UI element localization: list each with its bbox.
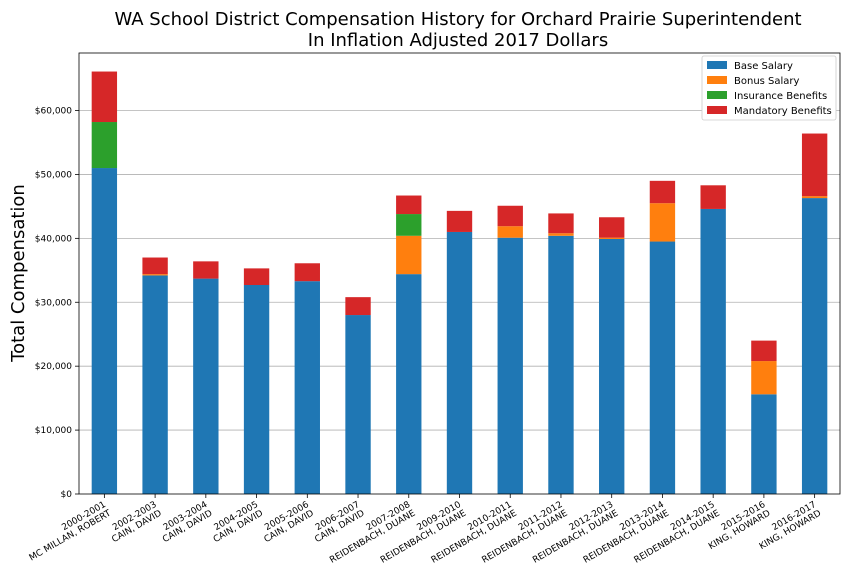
legend: Base Salary Bonus Salary Insurance Benefit… — [701, 55, 837, 121]
bar-segment-mandatory-benefits — [700, 185, 726, 209]
bar-segment-mandatory-benefits — [446, 210, 473, 232]
bar-segment-mandatory-benefits — [396, 195, 422, 215]
legend-box — [701, 55, 837, 121]
x-tick-label: 2004-2005CAIN, DAVID — [207, 500, 265, 545]
bar-segment-mandatory-benefits — [497, 205, 523, 227]
bar-segment-bonus-salary — [751, 361, 777, 395]
legend-label: Base Salary — [734, 61, 793, 72]
x-tick-label: 2003-2004CAIN, DAVID — [156, 500, 214, 545]
bar-segment-base-salary — [345, 315, 371, 494]
y-tick-label: $20,000 — [35, 362, 72, 372]
legend-label: Insurance Benefits — [734, 91, 827, 102]
y-ticks: $0 $10,000 $20,000 $30,000 $40,000 $50,000 $60… — [35, 107, 79, 500]
legend-label: Bonus Salary — [734, 76, 800, 87]
bar-segment-bonus-salary — [497, 226, 523, 238]
y-tick-label: $50,000 — [35, 170, 72, 180]
bar-segment-base-salary — [446, 231, 473, 494]
legend-swatch — [707, 61, 727, 69]
bar-segment-bonus-salary — [801, 196, 828, 199]
bar-segment-bonus-salary — [649, 203, 676, 242]
bar-segment-bonus-salary — [396, 235, 422, 275]
chart-title: WA School District Compensation History … — [114, 9, 801, 30]
bar-segment-base-salary — [294, 281, 320, 494]
y-tick-label: $30,000 — [35, 298, 72, 308]
bar-segment-bonus-salary — [548, 233, 574, 236]
y-tick-label: $0 — [61, 490, 73, 500]
bar-segment-base-salary — [243, 285, 270, 494]
bar-segment-base-salary — [801, 198, 828, 494]
bar-segment-base-salary — [142, 275, 168, 494]
legend-swatch — [707, 106, 727, 114]
y-tick-label: $40,000 — [35, 234, 72, 244]
bars — [91, 71, 828, 495]
bar-segment-base-salary — [396, 274, 422, 494]
bar-segment-base-salary — [751, 394, 777, 494]
bar-segment-mandatory-benefits — [649, 180, 676, 204]
x-tick-label: 2000-2001MC MILLAN, ROBERT — [23, 500, 114, 564]
plot-frame — [78, 52, 841, 495]
bar-segment-base-salary — [700, 208, 726, 495]
y-tick-label: $60,000 — [35, 107, 72, 117]
legend-label: Mandatory Benefits — [734, 106, 832, 117]
y-tick-label: $10,000 — [35, 426, 72, 436]
bar-segment-base-salary — [497, 237, 523, 495]
bar-segment-mandatory-benefits — [345, 297, 371, 316]
x-tick-label: 2005-2006CAIN, DAVID — [258, 500, 316, 545]
bar-segment-insurance-benefits — [396, 214, 422, 236]
bar-segment-base-salary — [599, 238, 625, 494]
bar-segment-bonus-salary — [142, 274, 168, 276]
bar-segment-mandatory-benefits — [599, 217, 625, 238]
bar-segment-base-salary — [548, 235, 574, 494]
bar-segment-mandatory-benefits — [142, 257, 168, 275]
bar-segment-base-salary — [91, 168, 118, 495]
legend-swatch — [707, 76, 727, 84]
x-tick-label: 2002-2003CAIN, DAVID — [105, 500, 163, 545]
bar-segment-mandatory-benefits — [193, 261, 219, 279]
bar-segment-mandatory-benefits — [294, 263, 320, 282]
bar-segment-mandatory-benefits — [548, 213, 574, 234]
chart-subtitle: In Inflation Adjusted 2017 Dollars — [308, 30, 608, 51]
bar-segment-mandatory-benefits — [91, 71, 118, 123]
bar-segment-mandatory-benefits — [801, 133, 828, 197]
bar-segment-mandatory-benefits — [751, 340, 777, 362]
x-tick-label: 2006-2007CAIN, DAVID — [308, 500, 366, 545]
bar-segment-base-salary — [193, 278, 219, 494]
bar-segment-mandatory-benefits — [243, 268, 270, 286]
bar-segment-bonus-salary — [599, 237, 625, 239]
bar-segment-insurance-benefits — [91, 122, 118, 169]
legend-swatch — [707, 91, 727, 99]
x-ticks: 2000-2001MC MILLAN, ROBERT2002-2003CAIN,… — [23, 494, 823, 566]
bar-segment-base-salary — [649, 241, 676, 494]
y-axis-label: Total Compensation — [8, 184, 29, 363]
